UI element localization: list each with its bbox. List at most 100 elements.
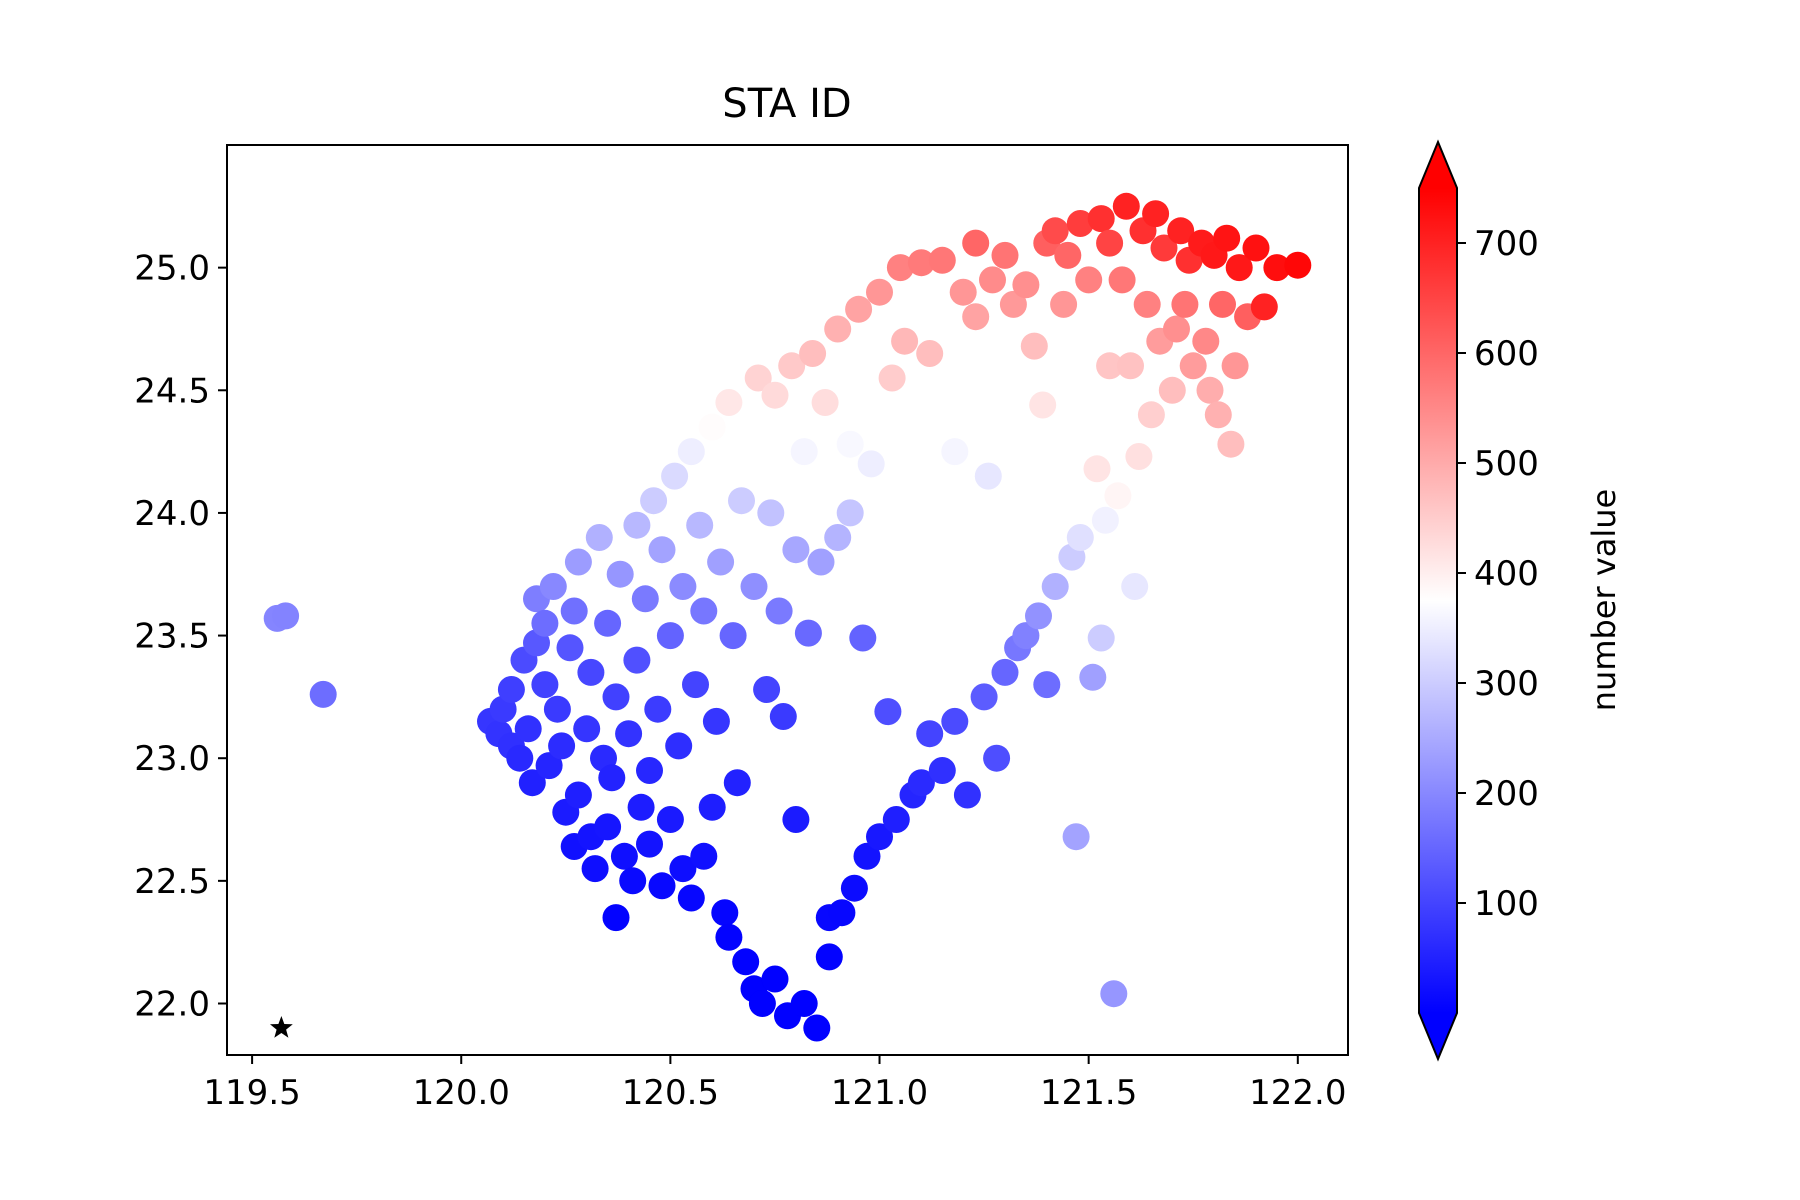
data-point	[853, 842, 881, 870]
data-point	[1112, 192, 1140, 220]
data-point	[711, 899, 739, 927]
data-point	[602, 683, 630, 711]
data-point	[602, 904, 630, 932]
data-point	[610, 842, 638, 870]
data-point	[636, 757, 663, 784]
colorbar-tick-label: 600	[1474, 334, 1539, 374]
data-point	[744, 364, 772, 392]
y-tick-label: 23.5	[134, 617, 210, 657]
data-point	[272, 602, 300, 630]
data-point	[1263, 254, 1291, 282]
data-point	[1137, 401, 1165, 429]
data-point	[606, 560, 634, 588]
data-point	[1012, 622, 1040, 650]
data-point	[1171, 290, 1199, 318]
data-point	[623, 511, 651, 539]
data-point	[1104, 482, 1132, 510]
data-point	[1087, 624, 1115, 652]
colorbar: 100 200 300 400 500 600 700	[1418, 139, 1539, 1062]
data-point	[723, 769, 751, 797]
x-tick-label: 119.5	[203, 1073, 300, 1113]
colorbar-tick-label: 700	[1474, 224, 1539, 264]
data-point	[702, 707, 730, 735]
data-point	[548, 732, 576, 760]
data-point	[661, 462, 689, 490]
data-point	[991, 658, 1019, 686]
data-point	[778, 352, 806, 380]
data-point	[677, 438, 705, 466]
data-point	[765, 597, 793, 625]
data-point	[531, 671, 559, 699]
data-point	[1041, 573, 1069, 600]
data-point	[648, 536, 676, 564]
data-point	[949, 278, 977, 306]
colorbar-extend-max	[1419, 142, 1457, 188]
data-point	[874, 698, 902, 726]
data-point	[1167, 217, 1195, 245]
data-point	[1012, 271, 1040, 299]
x-tick-label: 122.0	[1249, 1073, 1346, 1113]
colorbar-tick-label: 500	[1474, 444, 1539, 484]
data-point	[1066, 210, 1094, 237]
data-point	[560, 597, 588, 625]
data-point	[803, 1014, 831, 1042]
data-point	[1150, 234, 1178, 262]
data-point	[686, 511, 714, 539]
data-point	[849, 624, 877, 652]
y-tick-label: 22.5	[134, 862, 210, 902]
data-point	[506, 744, 534, 772]
data-point	[1033, 671, 1061, 699]
data-point	[1025, 602, 1052, 630]
data-point	[782, 536, 810, 564]
data-point	[740, 573, 768, 600]
data-point	[556, 634, 584, 662]
colorbar-tick-label: 300	[1474, 664, 1539, 704]
data-point	[648, 872, 676, 900]
data-point	[1117, 352, 1144, 380]
data-point	[665, 732, 693, 760]
data-point	[928, 757, 956, 784]
data-point	[1213, 224, 1241, 252]
data-point	[585, 524, 613, 551]
data-point	[1125, 443, 1153, 470]
data-point	[761, 965, 789, 993]
chart-title: STA ID	[722, 81, 851, 127]
data-point	[564, 781, 592, 809]
data-point	[1133, 290, 1161, 318]
data-point	[991, 241, 1019, 269]
data-point	[636, 830, 663, 858]
data-point	[962, 229, 990, 257]
data-point	[577, 658, 605, 686]
data-point	[623, 646, 651, 674]
data-point	[531, 609, 559, 637]
data-point	[715, 923, 743, 951]
data-point	[518, 769, 546, 797]
data-point	[1050, 290, 1078, 318]
data-point	[1096, 352, 1124, 380]
data-point	[866, 278, 893, 306]
x-tick-label: 120.5	[622, 1073, 719, 1113]
y-tick-label: 22.0	[134, 984, 210, 1024]
data-point	[757, 499, 785, 527]
data-point	[535, 752, 563, 780]
data-point	[656, 806, 684, 833]
data-point	[1108, 266, 1136, 294]
data-point	[669, 855, 697, 883]
data-point	[1204, 401, 1232, 429]
data-point	[732, 948, 760, 976]
data-point	[581, 855, 609, 883]
x-tick-label: 121.5	[1040, 1073, 1137, 1113]
data-point	[594, 813, 622, 841]
plot-background	[227, 145, 1348, 1055]
data-point	[790, 990, 818, 1017]
data-point	[1225, 254, 1253, 282]
star-marker	[270, 1016, 293, 1038]
y-tick-label: 24.5	[134, 371, 210, 411]
data-point	[1020, 332, 1048, 360]
data-point	[1066, 524, 1094, 551]
data-point	[1041, 217, 1069, 245]
data-point	[1142, 200, 1170, 228]
data-point	[1250, 293, 1278, 321]
data-point	[882, 806, 910, 833]
data-point	[1054, 241, 1082, 269]
